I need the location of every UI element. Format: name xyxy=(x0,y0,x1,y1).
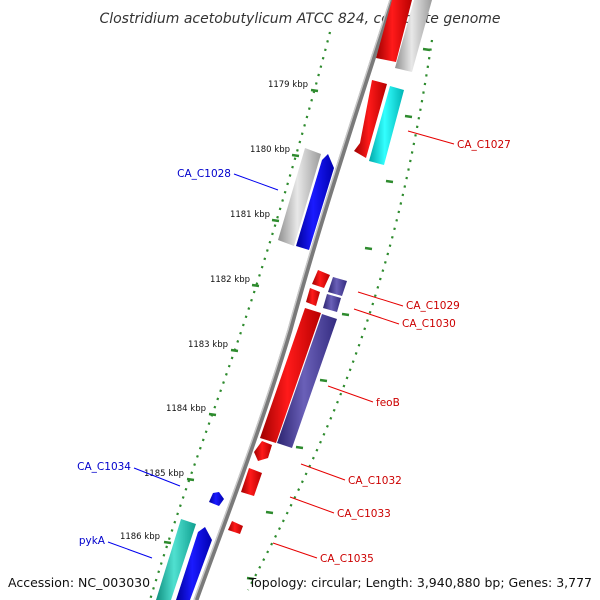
gene-CA_C1027-cyan[interactable] xyxy=(369,86,404,165)
tick-label: 1185 kbp xyxy=(144,469,184,479)
outer-tick-mark xyxy=(246,576,255,581)
outer-ruler-dotted-line xyxy=(247,39,434,591)
gene-label-CA_C1032[interactable]: CA_C1032 xyxy=(348,475,402,487)
accession-text: Accession: NC_003030 xyxy=(8,575,150,590)
tick-1180: 1180 kbp xyxy=(250,145,300,158)
gene-CA_C1029-red[interactable] xyxy=(312,270,330,288)
gene-pykA-blue[interactable] xyxy=(176,527,212,600)
tick-label: 1184 kbp xyxy=(166,404,206,414)
tick-mark xyxy=(186,477,195,482)
outer-tick-mark xyxy=(319,378,328,383)
tick-mark xyxy=(163,540,172,545)
topology-text: Topology: circular; Length: 3,940,880 bp… xyxy=(248,575,592,590)
gene-pykA-teal[interactable] xyxy=(156,519,196,600)
genome-backbone-highlight xyxy=(193,0,391,600)
tick-1182: 1182 kbp xyxy=(210,275,260,288)
gene-label-CA_C1029[interactable]: CA_C1029 xyxy=(406,300,460,312)
tick-mark xyxy=(208,412,217,417)
gene-feoB-red[interactable] xyxy=(260,308,321,443)
tick-mark xyxy=(251,283,260,288)
leader-CA_C1030 xyxy=(353,308,400,325)
gene-label-CA_C1027[interactable]: CA_C1027 xyxy=(457,139,511,151)
outer-ruler-marks xyxy=(246,47,431,581)
gene-label-CA_C1035[interactable]: CA_C1035 xyxy=(320,553,374,565)
gene-CA_C1034-blue[interactable] xyxy=(209,492,224,506)
tick-label: 1182 kbp xyxy=(210,275,250,285)
tick-1183: 1183 kbp xyxy=(188,340,239,353)
outer-tick-mark xyxy=(295,445,304,450)
gene-CA_C1028-blue[interactable] xyxy=(296,154,334,250)
leader-CA_C1033 xyxy=(289,496,335,514)
tick-label: 1180 kbp xyxy=(250,145,290,155)
tick-mark xyxy=(310,88,319,93)
gene-label-CA_C1034[interactable]: CA_C1034 xyxy=(77,461,131,473)
tick-1181: 1181 kbp xyxy=(230,210,280,223)
tick-1185: 1185 kbp xyxy=(144,469,195,482)
leader-CA_C1028 xyxy=(233,173,279,191)
outer-tick-mark xyxy=(422,47,431,52)
gene-label-CA_C1033[interactable]: CA_C1033 xyxy=(337,508,391,520)
tick-label: 1183 kbp xyxy=(188,340,228,350)
gene-label-pykA[interactable]: pykA xyxy=(79,535,106,547)
map-title: Clostridium acetobutylicum ATCC 824, com… xyxy=(99,11,500,27)
tick-label: 1179 kbp xyxy=(268,80,308,90)
gene-CA_C1033-red[interactable] xyxy=(241,468,262,496)
gene-CA_C1027-red[interactable] xyxy=(354,80,387,158)
gene-CA_C1029-navy[interactable] xyxy=(328,277,347,296)
gene-CA_C1029-red-b[interactable] xyxy=(306,288,320,306)
tick-mark xyxy=(271,218,280,223)
gene-label-CA_C1028[interactable]: CA_C1028 xyxy=(177,168,231,180)
gene-feoB-navy[interactable] xyxy=(277,314,337,448)
tick-label: 1186 kbp xyxy=(120,532,160,542)
gene-CA_C1035-red[interactable] xyxy=(228,521,243,534)
gene-CA_C1030-navy[interactable] xyxy=(323,294,341,312)
tick-1179: 1179 kbp xyxy=(268,80,319,93)
leader-CA_C1029 xyxy=(357,291,404,307)
tick-label: 1181 kbp xyxy=(230,210,270,220)
leader-CA_C1027 xyxy=(407,130,455,145)
gene-CA_C1028-grey[interactable] xyxy=(278,148,321,246)
leader-feoB xyxy=(327,385,374,403)
tick-1186: 1186 kbp xyxy=(120,532,172,545)
leader-CA_C1034 xyxy=(133,467,181,487)
outer-tick-mark xyxy=(265,510,274,515)
gene-grey-top[interactable] xyxy=(395,0,432,72)
outer-tick-mark xyxy=(364,246,373,251)
genome-backbone xyxy=(193,0,395,600)
outer-tick-mark xyxy=(404,114,413,119)
gene-red-top[interactable] xyxy=(376,0,412,62)
leader-CA_C1032 xyxy=(300,463,346,481)
tick-1184: 1184 kbp xyxy=(166,404,217,417)
leader-CA_C1035 xyxy=(272,542,318,559)
gene-label-CA_C1030[interactable]: CA_C1030 xyxy=(402,318,456,330)
gene-label-feoB[interactable]: feoB xyxy=(376,397,400,409)
outer-tick-mark xyxy=(385,179,394,184)
gene-CA_C1032-red[interactable] xyxy=(254,441,272,461)
tick-mark xyxy=(230,348,239,353)
inner-ruler-dotted-line xyxy=(148,31,332,600)
leader-pykA xyxy=(107,541,153,559)
outer-tick-mark xyxy=(341,312,350,317)
tick-mark xyxy=(291,153,300,158)
